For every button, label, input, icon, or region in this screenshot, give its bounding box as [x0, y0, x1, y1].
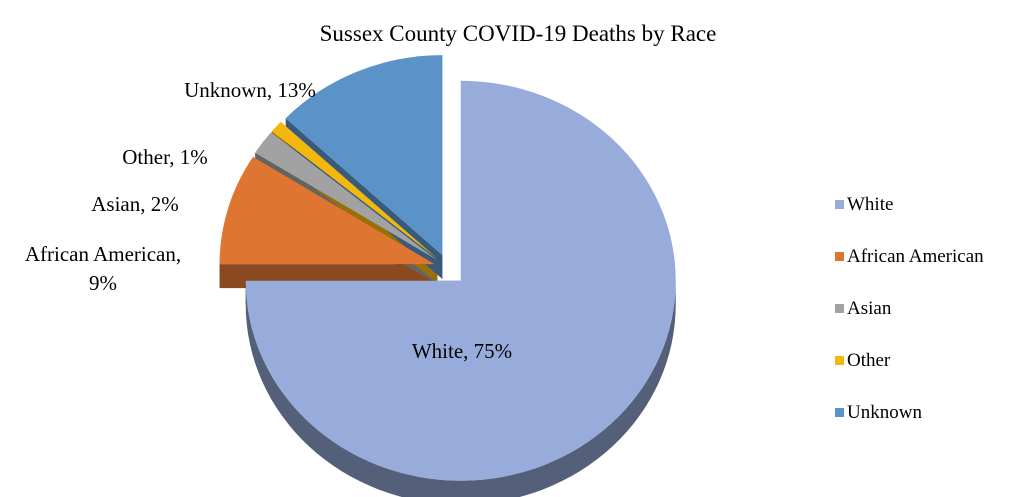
pie-slice-white[interactable] — [245, 80, 676, 481]
legend-swatch — [835, 407, 844, 417]
legend: White African American Asian Other Unknown — [835, 178, 984, 438]
data-label-unknown: Unknown, 13% — [184, 78, 316, 102]
legend-label: Unknown — [847, 401, 922, 423]
legend-item-asian[interactable]: Asian — [835, 282, 984, 334]
legend-label: Other — [847, 349, 891, 371]
legend-label: Asian — [847, 297, 892, 319]
legend-swatch — [835, 251, 844, 261]
pie-slice-asian[interactable] — [255, 132, 437, 260]
pie-data-labels: White, 75% African American, 9% Asian, 2% Ot… — [25, 78, 512, 363]
legend-swatch — [835, 199, 844, 209]
pie-slice-other[interactable] — [271, 121, 438, 259]
data-label-asian: Asian, 2% — [91, 192, 179, 216]
legend-item-unknown[interactable]: Unknown — [835, 386, 984, 438]
pie-slice-african-american[interactable] — [219, 156, 435, 265]
legend-label: White — [847, 193, 894, 215]
legend-swatch — [835, 355, 844, 365]
legend-swatch — [835, 303, 844, 313]
pie-slices — [219, 55, 676, 497]
legend-item-african-american[interactable]: African American — [835, 230, 984, 282]
legend-item-other[interactable]: Other — [835, 334, 984, 386]
legend-item-white[interactable]: White — [835, 178, 984, 230]
chart-title: Sussex County COVID-19 Deaths by Race — [320, 21, 717, 46]
data-label-white: White, 75% — [412, 339, 512, 363]
data-label-other: Other, 1% — [122, 145, 207, 169]
data-label-african-american: African American, 9% — [25, 242, 181, 295]
legend-label: African American — [847, 245, 984, 267]
pie-slice-unknown[interactable] — [285, 55, 443, 256]
